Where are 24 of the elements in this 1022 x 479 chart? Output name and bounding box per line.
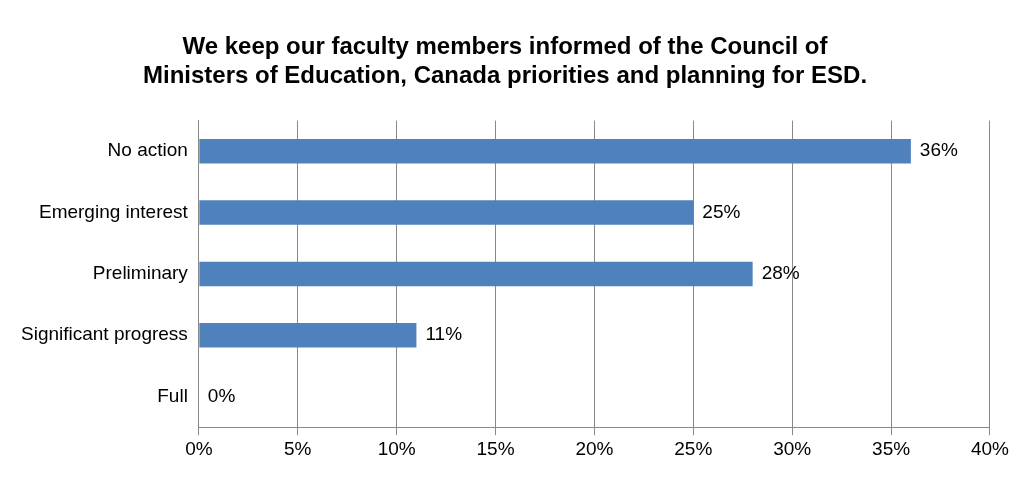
y-tick-label: Preliminary (92, 262, 189, 284)
y-tick-label: No action (107, 139, 188, 161)
x-tick-label: 15% (476, 437, 515, 459)
data-label: 11% (425, 323, 463, 345)
x-tick-label: 10% (377, 437, 416, 459)
y-tick-label: Emerging interest (38, 200, 189, 222)
x-tick-label: 5% (284, 437, 312, 459)
x-tick-label: 30% (773, 437, 812, 459)
bar (199, 261, 753, 287)
x-tick-label: 40% (970, 437, 1010, 459)
x-tick-label: 20% (575, 437, 614, 459)
bar (199, 139, 911, 164)
y-tick-label: Significant progress (20, 323, 188, 345)
x-tick-label: 25% (674, 437, 713, 459)
bar (199, 322, 417, 348)
data-label: 25% (702, 200, 741, 222)
x-tick-label: 35% (872, 437, 911, 459)
data-label: 28% (761, 262, 800, 284)
y-tick-label: Full (157, 384, 188, 406)
data-label: 0% (207, 384, 236, 406)
data-label: 36% (919, 139, 959, 161)
chart-title: We keep our faculty members informed of the Council of Ministers of Education, Canada priorities and planning for ESD. (142, 32, 868, 88)
x-tick-label: 0% (185, 437, 213, 459)
bar (199, 200, 694, 225)
